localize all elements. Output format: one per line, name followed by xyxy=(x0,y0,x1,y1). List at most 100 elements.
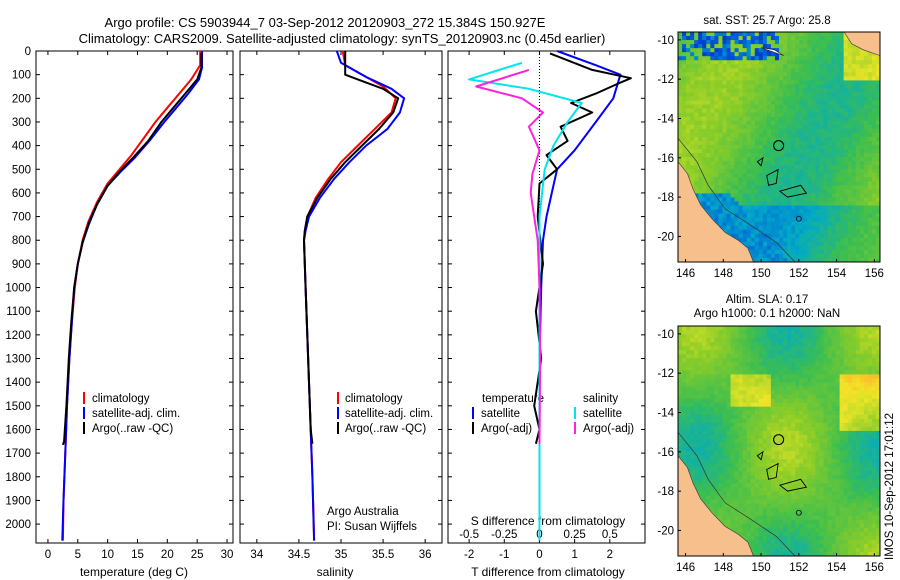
sla-cell xyxy=(698,438,703,444)
sla-cell xyxy=(855,434,861,440)
sla-cell xyxy=(706,354,711,359)
sst-cell xyxy=(787,193,792,198)
sst-cell xyxy=(770,217,776,223)
sst-cell xyxy=(758,88,764,93)
sla-cell xyxy=(867,443,873,448)
sst-cell xyxy=(738,100,744,106)
sst-cell xyxy=(702,104,707,110)
sst-cell xyxy=(714,144,719,150)
sla-cell xyxy=(863,334,869,339)
sla-cell xyxy=(855,394,861,400)
sst-cell xyxy=(710,128,715,134)
sla-cell xyxy=(851,366,857,371)
sst-cell xyxy=(718,104,723,110)
sst-cell xyxy=(766,205,772,210)
sst-cell xyxy=(730,140,735,146)
sst-cell xyxy=(730,48,735,53)
sst-cell xyxy=(682,128,687,134)
sst-cell xyxy=(855,229,861,235)
sst-cell xyxy=(807,189,812,194)
sla-cell xyxy=(847,471,853,476)
sst-cell xyxy=(787,32,792,37)
sst-cell xyxy=(714,149,719,154)
sst-cell xyxy=(855,124,861,130)
sla-cell xyxy=(766,350,772,355)
sla-cell xyxy=(787,463,792,468)
sla-cell xyxy=(799,330,804,335)
sst-cell xyxy=(722,181,727,186)
sst-cell xyxy=(678,48,683,53)
sst-cell xyxy=(823,237,828,243)
sla-cell xyxy=(766,422,772,428)
sst-cell xyxy=(867,189,873,194)
sla-cell xyxy=(694,338,699,343)
sst-cell xyxy=(694,128,699,134)
sla-cell xyxy=(726,410,731,416)
sst-cell xyxy=(754,201,760,206)
sst-cell xyxy=(738,173,744,178)
sst-cell xyxy=(871,245,877,251)
sla-cell xyxy=(827,443,832,448)
sst-cell xyxy=(867,100,873,106)
sla-cell xyxy=(738,358,744,363)
sst-cell xyxy=(766,128,772,134)
sla-cell xyxy=(706,463,711,468)
sst-cell xyxy=(706,96,711,101)
sst-cell xyxy=(746,201,752,206)
sla-cell xyxy=(827,418,832,424)
sst-cell xyxy=(815,229,820,235)
sla-cell xyxy=(831,338,836,343)
sst-cell xyxy=(859,245,865,251)
sst-cell xyxy=(754,120,760,126)
sst-cell xyxy=(811,213,816,219)
sst-cell xyxy=(795,36,800,41)
sst-cell xyxy=(742,136,748,142)
sst-cell xyxy=(750,245,756,251)
sla-cell xyxy=(698,398,703,404)
sst-cell xyxy=(706,120,711,126)
sla-cell xyxy=(758,362,764,367)
sst-cell xyxy=(855,60,861,65)
sst-cell xyxy=(754,149,760,154)
sla-cell xyxy=(686,342,691,347)
sst-cell xyxy=(819,233,824,239)
sst-cell xyxy=(799,253,804,259)
sla-cell xyxy=(686,434,691,440)
sst-cell xyxy=(690,153,695,158)
sst-cell xyxy=(714,201,719,206)
sla-cell xyxy=(803,459,808,464)
sst-cell xyxy=(803,120,808,126)
sla-cell xyxy=(686,330,691,335)
sla-cell xyxy=(678,366,683,371)
sst-cell xyxy=(770,64,776,69)
sst-cell xyxy=(686,88,691,93)
sst-cell xyxy=(807,213,812,219)
legend-temp-argo: Argo(..raw -QC) xyxy=(92,423,173,435)
sst-cell xyxy=(758,153,764,158)
sla-cell xyxy=(698,434,703,440)
sla-cell xyxy=(678,382,683,387)
sla-cell xyxy=(722,463,727,468)
sst-cell xyxy=(819,185,824,190)
sst-cell xyxy=(702,92,707,97)
sst-cell xyxy=(863,193,869,198)
sla-cell xyxy=(718,378,723,383)
sst-cell xyxy=(799,257,804,263)
sla-cell xyxy=(815,418,820,424)
sst-cell xyxy=(746,92,752,97)
sla-cell xyxy=(851,374,857,379)
sst-cell xyxy=(758,60,764,65)
sst-cell xyxy=(726,52,731,57)
sst-cell xyxy=(823,104,828,110)
sla-cell xyxy=(871,390,877,395)
sla-cell xyxy=(779,459,784,464)
sla-cell xyxy=(779,390,784,395)
sst-cell xyxy=(734,136,739,142)
sla-cell xyxy=(746,390,752,395)
sst-cell xyxy=(843,241,849,247)
sla-cell xyxy=(714,418,719,424)
sla-cell xyxy=(762,402,768,408)
sst-cell xyxy=(762,68,768,73)
sla-cell xyxy=(742,338,748,343)
sst-cell xyxy=(766,149,772,154)
